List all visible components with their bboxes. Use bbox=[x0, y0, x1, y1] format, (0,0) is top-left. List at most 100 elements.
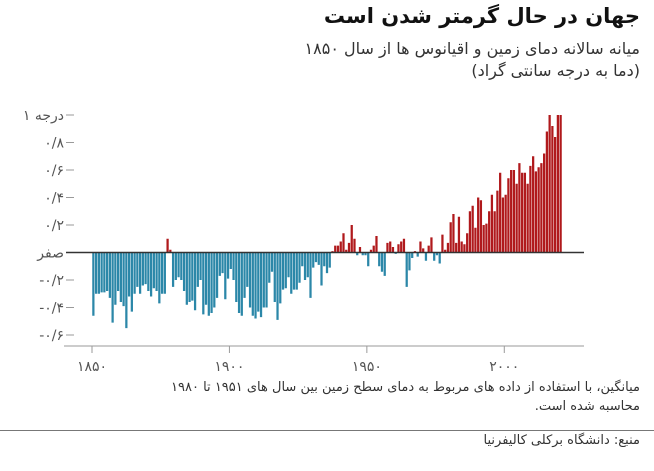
bar bbox=[306, 252, 309, 278]
bar bbox=[218, 252, 221, 276]
bar bbox=[545, 131, 549, 253]
bar bbox=[114, 252, 117, 305]
bar bbox=[144, 252, 147, 285]
bar bbox=[504, 194, 507, 253]
bar bbox=[243, 252, 246, 298]
bars-group bbox=[66, 115, 584, 329]
bar bbox=[493, 211, 496, 253]
bar bbox=[158, 252, 161, 304]
bar bbox=[180, 252, 183, 280]
bar bbox=[369, 249, 373, 253]
bar bbox=[499, 172, 502, 253]
bar bbox=[281, 252, 285, 290]
bar bbox=[380, 252, 384, 272]
divider bbox=[0, 430, 654, 431]
bar bbox=[290, 252, 293, 294]
bar bbox=[510, 170, 513, 253]
bar bbox=[474, 227, 477, 253]
bar bbox=[507, 178, 510, 253]
x-tick-label: ۱۹۵۰ bbox=[352, 359, 382, 375]
bar bbox=[166, 238, 169, 253]
bar bbox=[328, 252, 331, 268]
bar bbox=[320, 252, 323, 286]
bar bbox=[119, 252, 122, 302]
bar bbox=[364, 252, 367, 256]
bar bbox=[136, 252, 139, 287]
x-tick-label: ۱۹۰۰ bbox=[214, 359, 244, 375]
bar bbox=[386, 242, 389, 253]
bar bbox=[543, 153, 546, 253]
bar bbox=[424, 252, 428, 261]
bar bbox=[103, 252, 106, 293]
subtitle-line-2: (دما به درجه سانتی گراد) bbox=[471, 61, 640, 80]
bar bbox=[116, 252, 120, 291]
bar bbox=[419, 241, 422, 253]
bar bbox=[515, 183, 518, 253]
bar bbox=[548, 115, 551, 253]
bar bbox=[391, 247, 395, 253]
bar bbox=[270, 252, 274, 272]
bar bbox=[350, 225, 353, 253]
bar bbox=[468, 211, 472, 253]
bar bbox=[314, 252, 318, 263]
bar bbox=[356, 252, 359, 256]
bar bbox=[312, 252, 315, 268]
bar bbox=[105, 252, 109, 291]
bar bbox=[325, 252, 329, 274]
bar bbox=[463, 244, 466, 253]
bar bbox=[127, 252, 131, 297]
bar bbox=[488, 211, 491, 253]
bar bbox=[449, 222, 452, 253]
bar bbox=[237, 252, 241, 313]
x-axis: ۱۸۵۰ ۱۹۰۰ ۱۹۵۰ ۲۰۰۰ bbox=[64, 345, 584, 375]
bar bbox=[540, 163, 543, 253]
bar bbox=[268, 252, 271, 283]
bar bbox=[532, 156, 535, 253]
bar bbox=[345, 249, 348, 253]
bar bbox=[287, 252, 290, 278]
bar bbox=[210, 252, 213, 313]
bar bbox=[342, 233, 345, 253]
x-tick-label: ۱۸۵۰ bbox=[77, 359, 107, 375]
bar bbox=[422, 248, 425, 253]
bar bbox=[433, 252, 436, 261]
bar bbox=[273, 252, 276, 302]
bar bbox=[207, 252, 210, 316]
bar bbox=[149, 252, 153, 297]
bar bbox=[169, 249, 172, 253]
y-tick-label: ۰/۶ bbox=[44, 163, 64, 179]
bar bbox=[334, 245, 337, 253]
y-tick-label: -۰/۲ bbox=[39, 273, 64, 289]
bar bbox=[444, 249, 447, 253]
bar bbox=[372, 245, 375, 253]
bar bbox=[141, 252, 144, 286]
bar bbox=[397, 244, 400, 253]
bar bbox=[95, 252, 98, 294]
bar bbox=[254, 252, 257, 319]
bar bbox=[262, 252, 265, 308]
bar bbox=[202, 252, 205, 315]
bar bbox=[246, 252, 249, 287]
bar bbox=[490, 194, 494, 253]
bar bbox=[276, 252, 279, 320]
bar bbox=[336, 245, 340, 253]
bar bbox=[292, 252, 296, 290]
bar bbox=[295, 252, 298, 290]
bar bbox=[367, 252, 370, 267]
bar bbox=[309, 252, 312, 298]
bar bbox=[232, 252, 235, 280]
bar bbox=[529, 165, 532, 253]
bar bbox=[477, 197, 480, 253]
y-tick-label: -۰/۴ bbox=[39, 301, 64, 317]
bar bbox=[204, 252, 208, 305]
bar bbox=[479, 200, 483, 253]
bar bbox=[441, 234, 444, 253]
bar bbox=[185, 252, 188, 305]
bar bbox=[259, 252, 263, 318]
bar bbox=[130, 252, 133, 312]
bar bbox=[411, 252, 414, 258]
y-tick-label: ۰/۸ bbox=[44, 136, 64, 152]
bar bbox=[408, 252, 411, 271]
bar bbox=[400, 241, 403, 253]
bar bbox=[92, 252, 95, 316]
